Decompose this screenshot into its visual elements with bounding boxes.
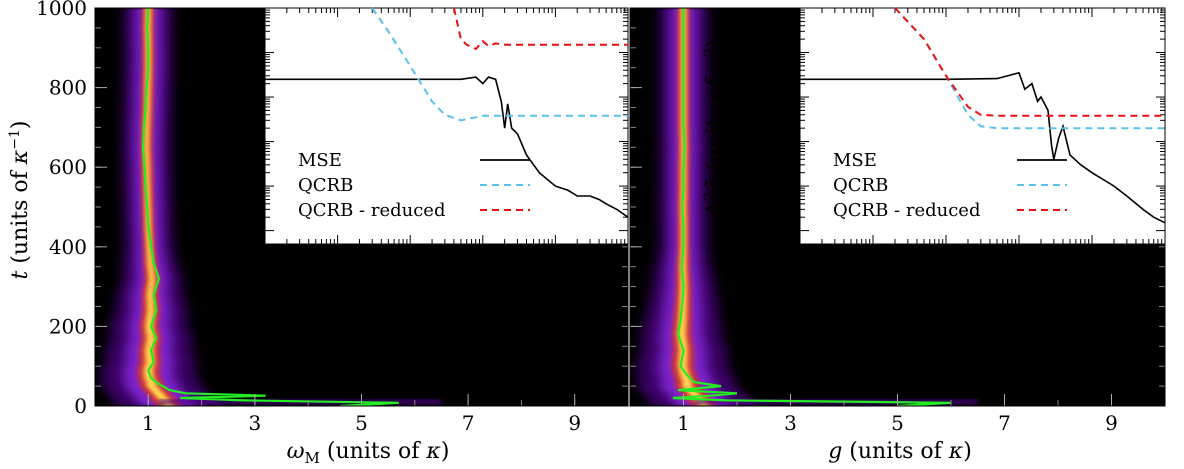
right-panel: 1 3 5 7 9 0.01 0.1 1 10 100 0.01 0.1 1 10 100 MSE QCRB…: [629, 7, 1166, 464]
left-x-tick-label: 5: [355, 411, 368, 435]
left-y-tick-label: 1000: [36, 0, 87, 20]
left-inset-x-tick-label: 100: [536, 249, 574, 273]
right-inset-y-tick-label: 0.1: [762, 174, 794, 198]
left-inset-legend: MSE QCRB QCRB - reduced: [298, 150, 530, 221]
right-xlabel: g (units of κ): [828, 439, 972, 464]
right-axis-ticks: 1 3 5 7 9: [629, 7, 1166, 435]
right-inset-legend: MSE QCRB QCRB - reduced: [833, 150, 1067, 221]
left-inset-ticks: 0.01 0.1 1 10 100 0.01 0.1 1 10 100: [214, 8, 628, 273]
right-inset-x-tick-label: 0.01: [778, 249, 823, 273]
right-legend-label: QCRB - reduced: [833, 200, 980, 221]
left-inset-x-tick-label: 0.1: [322, 249, 354, 273]
left-inset-x-tick-label: 0.01: [243, 249, 288, 273]
right-x-tick-label: 3: [784, 411, 797, 435]
left-density-band-0: [101, 8, 223, 406]
left-x-tick-label: 3: [249, 411, 262, 435]
right-inset-series-qcrb: [894, 7, 1165, 130]
left-inset-x-tick-label: 1: [404, 249, 417, 273]
right-inset-ticks: 0.01 0.1 1 10 100 0.01 0.1 1 10 100: [749, 8, 1165, 273]
right-inset-x-tick-label: 10: [1006, 249, 1031, 273]
left-xlabel: ωM (units of κ): [287, 439, 450, 467]
left-x-tick-label: 9: [568, 411, 581, 435]
left-estimate-trace: [141, 8, 399, 406]
right-inset-x-tick-label: 0.1: [857, 249, 889, 273]
right-density-band-3: [676, 8, 712, 406]
left-inset-xlabel: t (units of κ−1): [389, 272, 548, 298]
left-legend-label: MSE: [298, 150, 342, 171]
left-inset-series-qcrb: [371, 7, 628, 122]
right-inset-y-tick-label: 10: [769, 85, 794, 109]
left-x-tick-label: 7: [462, 411, 475, 435]
right-inset-x-tick-label: 1: [940, 249, 953, 273]
left-inset-y-tick-label: 0.1: [227, 174, 259, 198]
left-inset-y-tick-label: 100: [221, 41, 259, 65]
left-inset-y-tick-label: 0.01: [214, 219, 259, 243]
left-y-tick-label: 0: [74, 394, 87, 418]
left-inset-series-mse: [265, 76, 629, 218]
left-inset-ylabel: Δ2ω̃M (units of κ2): [200, 30, 228, 226]
left-inset-y-tick-label: 1: [246, 130, 259, 154]
left-y-tick-label: 600: [49, 155, 87, 179]
right-inset-series-qcrb-reduced: [894, 7, 1165, 117]
right-x-tick-label: 1: [677, 411, 690, 435]
left-y-tick-label: 800: [49, 76, 87, 100]
left-inset-y-tick-label: 10: [234, 85, 259, 109]
right-inset-y-tick-label: 1: [781, 130, 794, 154]
right-inset-x-tick-label: 100: [1073, 249, 1111, 273]
left-y-tick-label: 400: [49, 235, 87, 259]
left-heatmap-density: [101, 8, 442, 406]
left-legend-label: QCRB - reduced: [298, 200, 445, 221]
left-inset-x-tick-label: 10: [470, 249, 495, 273]
left-legend-label: QCRB: [298, 175, 353, 196]
left-ylabel: t (units of κ−1): [7, 121, 33, 280]
left-x-tick-label: 1: [142, 411, 155, 435]
right-inset-ylabel: Δ2g̃ (units of κ2): [702, 39, 728, 216]
right-x-tick-label: 5: [891, 411, 904, 435]
right-inset-y-tick-label: 0.01: [749, 219, 794, 243]
right-x-tick-label: 9: [1105, 411, 1118, 435]
right-legend-label: QCRB: [833, 175, 888, 196]
right-inset: 0.01 0.1 1 10 100 0.01 0.1 1 10 100 MSE QCRB QCRB -…: [702, 7, 1166, 298]
right-x-tick-label: 7: [998, 411, 1011, 435]
left-y-tick-label: 200: [49, 314, 87, 338]
right-legend-label: MSE: [833, 150, 877, 171]
left-inset-series-qcrb-reduced: [452, 7, 628, 51]
left-density-band-4: [145, 8, 173, 406]
left-inset: 0.01 0.1 1 10 100 0.01 0.1 1 10 100 MSE QCRB QCRB -…: [200, 7, 629, 298]
right-density-band-4: [679, 8, 708, 406]
left-inset-box: [264, 7, 629, 245]
right-estimate-trace: [672, 8, 952, 406]
right-inset-y-tick-label: 100: [756, 41, 794, 65]
left-inset-series: [265, 7, 629, 218]
